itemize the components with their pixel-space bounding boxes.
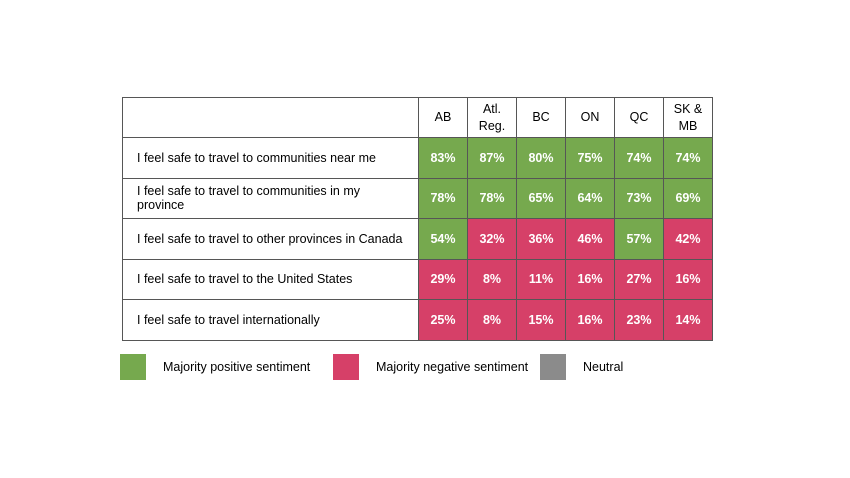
neutral-sentiment-swatch	[540, 354, 566, 380]
heatmap-cell: 32%	[467, 218, 517, 260]
column-header-ab: AB	[418, 97, 468, 138]
negative-sentiment-swatch	[333, 354, 359, 380]
row-label: I feel safe to travel to communities in …	[122, 177, 419, 219]
heatmap-cell: 15%	[516, 299, 566, 341]
legend-label: Neutral	[583, 360, 624, 374]
legend-label: Majority negative sentiment	[376, 360, 529, 374]
legend-item-negative: Majority negative sentiment	[333, 354, 528, 380]
table-row: I feel safe to travel to communities in …	[122, 177, 713, 219]
heatmap-cell: 11%	[516, 258, 566, 300]
column-header-on: ON	[565, 97, 615, 138]
heatmap-cell: 87%	[467, 137, 517, 179]
column-header-atl-reg: Atl. Reg.	[467, 97, 517, 138]
heatmap-cell: 29%	[418, 258, 468, 300]
row-label: I feel safe to travel internationally	[122, 299, 419, 341]
heatmap-cell: 23%	[614, 299, 664, 341]
heatmap-cell: 16%	[663, 258, 713, 300]
row-label: I feel safe to travel to communities nea…	[122, 137, 419, 179]
heatmap-cell: 74%	[663, 137, 713, 179]
heatmap-cell: 57%	[614, 218, 664, 260]
heatmap-cell: 74%	[614, 137, 664, 179]
heatmap-cell: 65%	[516, 177, 566, 219]
table-row: I feel safe to travel internationally 25…	[122, 299, 713, 341]
legend-item-neutral: Neutral	[540, 354, 623, 380]
heatmap-cell: 46%	[565, 218, 615, 260]
heatmap-cell: 25%	[418, 299, 468, 341]
table-row: I feel safe to travel to communities nea…	[122, 137, 713, 179]
corner-spacer-cell	[122, 97, 419, 138]
heatmap-cell: 16%	[565, 258, 615, 300]
heatmap-cell: 8%	[467, 299, 517, 341]
column-header-bc: BC	[516, 97, 566, 138]
table-row: I feel safe to travel to the United Stat…	[122, 258, 713, 300]
heatmap-cell: 73%	[614, 177, 664, 219]
heatmap-cell: 14%	[663, 299, 713, 341]
heatmap-cell: 83%	[418, 137, 468, 179]
heatmap-cell: 27%	[614, 258, 664, 300]
column-header-qc: QC	[614, 97, 664, 138]
heatmap-cell: 75%	[565, 137, 615, 179]
header-row: AB Atl. Reg. BC ON QC SK & MB	[122, 97, 713, 138]
heatmap-cell: 54%	[418, 218, 468, 260]
legend-item-positive: Majority positive sentiment	[120, 354, 310, 380]
heatmap-cell: 80%	[516, 137, 566, 179]
positive-sentiment-swatch	[120, 354, 146, 380]
heatmap-cell: 69%	[663, 177, 713, 219]
heatmap-cell: 36%	[516, 218, 566, 260]
heatmap-cell: 42%	[663, 218, 713, 260]
heatmap-cell: 78%	[418, 177, 468, 219]
heatmap-cell: 8%	[467, 258, 517, 300]
heatmap-cell: 64%	[565, 177, 615, 219]
sentiment-heatmap-table: AB Atl. Reg. BC ON QC SK & MB I feel saf…	[122, 97, 713, 341]
row-label: I feel safe to travel to the United Stat…	[122, 258, 419, 300]
heatmap-cell: 16%	[565, 299, 615, 341]
table-row: I feel safe to travel to other provinces…	[122, 218, 713, 260]
column-header-sk-mb: SK & MB	[663, 97, 713, 138]
heatmap-cell: 78%	[467, 177, 517, 219]
row-label: I feel safe to travel to other provinces…	[122, 218, 419, 260]
legend-label: Majority positive sentiment	[163, 360, 311, 374]
